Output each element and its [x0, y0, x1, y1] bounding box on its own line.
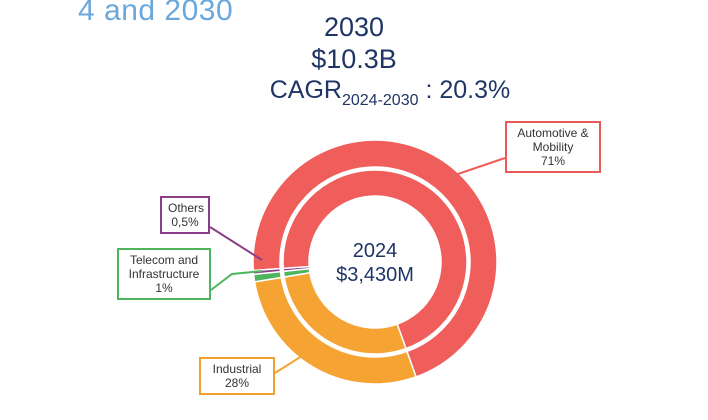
leader-others	[209, 226, 263, 261]
outer-slice-automotive	[252, 139, 498, 378]
leader-automotive	[451, 157, 506, 177]
cagr-value: : 20.3%	[418, 76, 511, 104]
label-automotive-name2: Mobility	[532, 140, 574, 154]
label-telecom-name: Telecom and	[129, 253, 199, 267]
label-others-name: Others	[168, 201, 205, 215]
header-title-fragment: 4 and 2030	[78, 0, 234, 27]
label-industrial-value: 28%	[224, 376, 250, 390]
inner-slice-automotive	[282, 169, 468, 350]
inner-ring-total: $3,430M	[336, 264, 414, 286]
label-automotive: Automotive & Mobility 71%	[505, 121, 601, 173]
leader-telecom	[210, 270, 263, 291]
cagr-text: CAGR2024-2030 : 20.3%	[0, 76, 708, 110]
outer-slice-others	[252, 267, 282, 276]
label-automotive-name: Automotive &	[517, 126, 589, 140]
inner-ring-year: 2024	[352, 240, 398, 262]
label-others-value: 0,5%	[171, 215, 199, 229]
cagr-period: 2024-2030	[341, 92, 419, 109]
outer-ring-total: $10.3B	[311, 44, 397, 74]
label-telecom-value: 1%	[155, 281, 173, 295]
label-telecom: Telecom and Infrastructure 1%	[117, 248, 211, 300]
label-automotive-value: 71%	[540, 154, 566, 168]
cagr-prefix: CAGR	[269, 76, 342, 104]
leader-industrial	[274, 353, 306, 374]
label-telecom-name2: Infrastructure	[128, 267, 200, 281]
inner-slice-others	[282, 265, 311, 273]
label-industrial-name: Industrial	[212, 362, 262, 376]
label-others: Others 0,5%	[160, 196, 210, 234]
outer-ring-year: 2030	[323, 12, 385, 42]
label-industrial: Industrial 28%	[199, 357, 275, 395]
